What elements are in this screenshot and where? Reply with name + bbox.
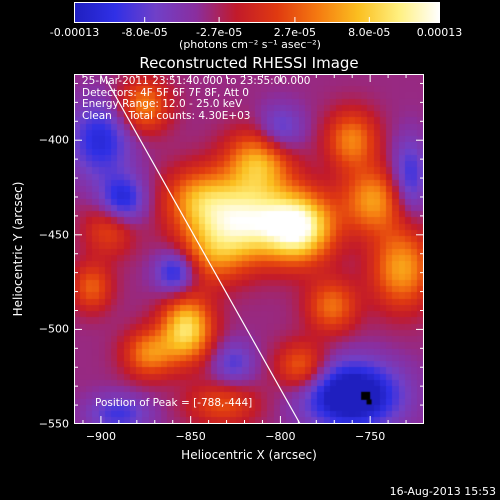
info-line-energy: Energy Range: 12.0 - 25.0 keV [82,98,243,110]
info-line-time: 25-Mar-2011 23:51:40.000 to 23:55:00.000 [82,75,311,87]
y-tick-label: −400 [38,133,69,147]
x-tick-label: −750 [355,430,386,443]
colorbar-tick-labels: -0.00013 -8.0e-05 -2.7e-05 2.7e-05 8.0e-… [50,26,462,40]
plot-frame [74,74,424,424]
colorbar-units: (photons cm⁻² s⁻¹ asec⁻²) [179,38,321,51]
y-tick-label: −550 [38,417,69,431]
chart-title: Reconstructed RHESSI Image [139,54,359,72]
heatmap-image [74,74,424,424]
x-tick-labels: −900 −850 −800 −750 [74,430,424,444]
x-tick-label: −850 [175,430,206,443]
y-tick-labels: −400 −450 −500 −550 [0,74,69,431]
colorbar-tick-label: -2.7e-05 [195,26,243,39]
colorbar-tick-label: 0.00013 [416,26,463,39]
plot-overlay [74,74,424,424]
x-tick-label: −900 [85,430,117,443]
solar-limb-line [105,79,301,424]
colorbar-tick-label: -0.00013 [49,26,100,39]
colorbar-tick-marks [74,17,440,23]
peak-position-label: Position of Peak = [-788,-444] [95,397,253,409]
x-tick-label: −800 [265,430,296,443]
colorbar [74,2,440,23]
colorbar-tick-label: 8.0e-05 [348,26,391,39]
y-tick-label: −500 [38,322,69,336]
colorbar-tick-label: -8.0e-05 [121,26,168,39]
y-axis-label: Heliocentric Y (arcsec) [11,181,25,317]
plot-area: 25-Mar-2011 23:51:40.000 to 23:55:00.000… [74,74,424,424]
x-axis-label: Heliocentric X (arcsec) [181,448,317,462]
colorbar-tick-label: 2.7e-05 [273,26,317,39]
observation-info: 25-Mar-2011 23:51:40.000 to 23:55:00.000… [82,75,311,122]
generated-timestamp: 16-Aug-2013 15:53 [389,485,496,498]
info-line-detectors: Detectors: 4F 5F 6F 7F 8F, Att 0 [82,86,249,99]
colorbar-bar [74,2,440,23]
y-tick-label: −450 [38,228,69,242]
info-line-counts: Clean Total counts: 4.30E+03 [82,109,251,122]
